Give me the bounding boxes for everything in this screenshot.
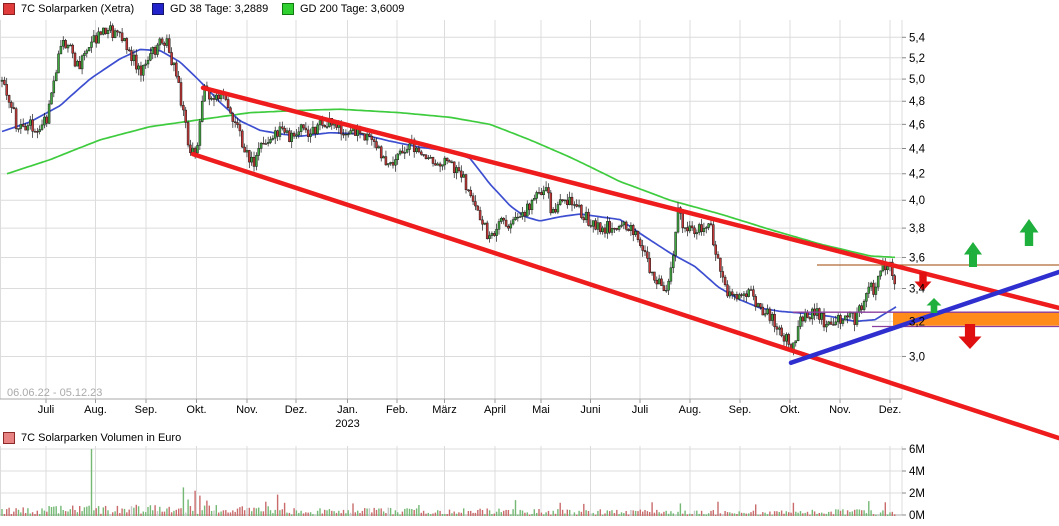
month-label: Mai — [532, 404, 550, 416]
legend-item-gd200: GD 200 Tage: 3,6009 — [282, 2, 404, 16]
month-label: Sep. — [135, 404, 158, 416]
month-label: Okt. — [780, 404, 800, 416]
gd38-line — [1, 48, 897, 323]
price-series-label: 7C Solarparken (Xetra) — [21, 3, 135, 15]
month-label: Nov. — [829, 404, 851, 416]
channel-lower-trendline — [190, 151, 1059, 441]
volume-bars — [1, 449, 896, 517]
gd200-swatch-icon — [282, 3, 294, 15]
gd38-label: GD 38 Tage: 3,2889 — [170, 3, 269, 15]
month-label: März — [432, 404, 456, 416]
month-label: Okt. — [186, 404, 206, 416]
gd200-label: GD 200 Tage: 3,6009 — [300, 3, 405, 15]
volume-swatch-icon — [3, 432, 15, 444]
month-label: Juni — [580, 404, 600, 416]
price-tick-label: 3,4 — [909, 283, 926, 295]
price-tick-label: 5,2 — [909, 53, 925, 65]
month-label: Dez. — [285, 404, 308, 416]
month-label: Sep. — [729, 404, 752, 416]
month-label: April — [484, 404, 506, 416]
gd38-swatch-icon — [152, 3, 164, 15]
price-tick-label: 4,8 — [909, 96, 925, 108]
legend-item-volume: 7C Solarparken Volumen in Euro — [3, 431, 181, 445]
month-label: Aug. — [679, 404, 702, 416]
month-label: Nov. — [236, 404, 258, 416]
volume-tick-label: 6M — [909, 444, 925, 456]
volume-tick-label: 4M — [909, 466, 925, 478]
down-arrow-icon — [914, 272, 932, 291]
price-tick-label: 4,0 — [909, 195, 925, 207]
date-range-label: 06.06.22 - 05.12.23 — [7, 387, 103, 399]
month-label: Aug. — [84, 404, 107, 416]
price-tick-label: 4,6 — [909, 119, 925, 131]
month-label: Juli — [632, 404, 649, 416]
month-label: Jan. — [337, 404, 358, 416]
legend-item-price-series: 7C Solarparken (Xetra) — [3, 2, 134, 16]
price-tick-label: 3,8 — [909, 223, 925, 235]
up-arrow-icon — [926, 298, 942, 313]
price-tick-label: 3,0 — [909, 351, 925, 363]
year-label: 2023 — [335, 418, 359, 430]
price-tick-label: 3,2 — [909, 316, 925, 328]
month-label: Dez. — [879, 404, 902, 416]
volume-legend-label: 7C Solarparken Volumen in Euro — [21, 432, 182, 444]
price-series-swatch-icon — [3, 3, 15, 15]
axis-labels: 5,4 5,2 5,0 4,8 4,6 4,4 4,2 4,0 3,8 3,6 3,4 3,2 3,0 6… — [38, 32, 926, 522]
volume-tick-label: 2M — [909, 488, 925, 500]
legend-item-gd38: GD 38 Tage: 3,2889 — [152, 2, 268, 16]
gd200-line — [6, 108, 896, 259]
month-label: Feb. — [386, 404, 408, 416]
overlay-annotations — [190, 85, 1059, 441]
support-rising-trendline — [788, 269, 1059, 366]
down-arrow-icon — [958, 324, 982, 349]
price-tick-label: 4,2 — [909, 169, 925, 181]
up-arrow-icon — [1019, 219, 1039, 246]
moving-average-lines — [1, 48, 897, 323]
volume-tick-label: 0M — [909, 510, 925, 522]
channel-upper-trendline — [200, 85, 1059, 311]
candlesticks — [0, 21, 896, 356]
price-tick-label: 5,0 — [909, 74, 925, 86]
price-tick-label: 4,4 — [909, 143, 926, 155]
month-label: Juli — [38, 404, 55, 416]
gridlines — [0, 20, 906, 516]
up-arrow-icon — [964, 242, 982, 267]
price-tick-label: 5,4 — [909, 32, 926, 44]
price-tick-label: 3,6 — [909, 252, 925, 264]
